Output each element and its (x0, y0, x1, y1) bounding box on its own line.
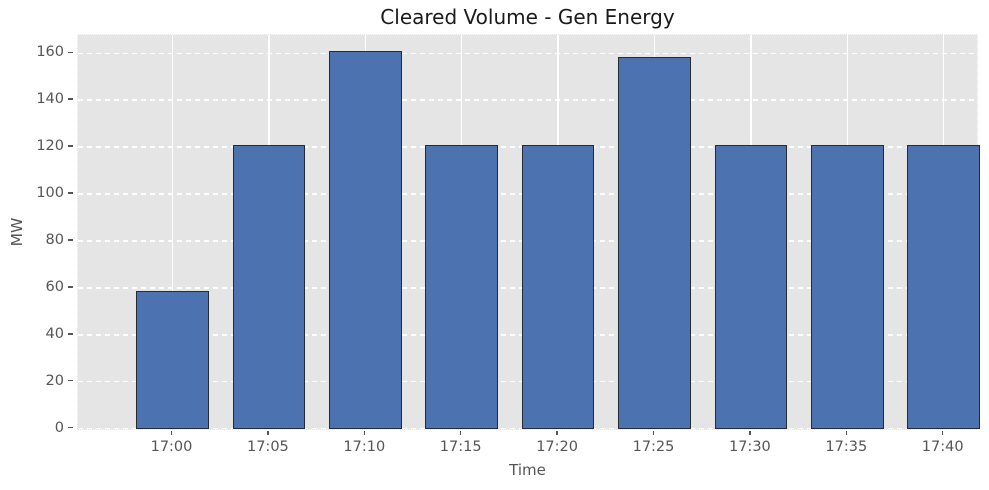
bar (714, 145, 788, 429)
v-gridline (171, 35, 174, 429)
x-tick-label: 17:20 (536, 439, 578, 455)
h-gridline (78, 99, 977, 101)
bar (329, 51, 402, 429)
x-axis-label: Time (509, 461, 546, 479)
y-tick-label: 0 (54, 419, 64, 436)
bar (136, 290, 209, 429)
bar (811, 145, 884, 429)
y-tick-mark (68, 426, 73, 429)
y-tick-mark (68, 333, 73, 335)
y-tick-label: 80 (45, 231, 64, 248)
bar (618, 57, 691, 429)
bar (232, 145, 306, 429)
x-tick-label: 17:35 (825, 439, 868, 455)
x-tick-label: 17:30 (728, 439, 771, 455)
y-tick-mark (68, 98, 73, 100)
x-tick-mark (363, 430, 366, 435)
y-tick-mark (68, 239, 73, 241)
plot-area (77, 34, 980, 430)
x-tick-mark (459, 430, 462, 435)
y-tick-label: 140 (36, 91, 64, 108)
y-tick-label: 100 (36, 185, 64, 202)
chart-title: Cleared Volume - Gen Energy (380, 5, 675, 29)
y-tick-label: 40 (45, 325, 64, 342)
h-gridline (78, 52, 977, 55)
x-tick-mark (749, 430, 751, 435)
x-tick-mark (556, 430, 558, 435)
x-tick-mark (941, 430, 944, 435)
x-tick-mark (267, 430, 269, 435)
x-tick-mark (652, 430, 655, 435)
bar (425, 145, 498, 429)
y-tick-mark (68, 51, 73, 54)
x-tick-label: 17:15 (439, 439, 482, 455)
y-tick-mark (68, 145, 73, 147)
x-tick-label: 17:05 (246, 439, 289, 455)
y-tick-label: 20 (45, 372, 64, 389)
x-tick-label: 17:00 (150, 439, 193, 455)
x-tick-label: 17:25 (632, 439, 675, 455)
y-tick-mark (68, 286, 73, 288)
x-tick-label: 17:40 (921, 439, 964, 455)
x-tick-label: 17:10 (343, 439, 386, 455)
y-tick-label: 60 (45, 278, 64, 295)
y-tick-label: 160 (36, 44, 64, 61)
y-tick-mark (68, 379, 73, 382)
y-tick-label: 120 (36, 138, 64, 155)
x-tick-mark (845, 430, 848, 435)
y-tick-mark (68, 192, 73, 194)
bar (907, 145, 980, 429)
x-tick-mark (170, 430, 173, 435)
bar (521, 145, 595, 429)
